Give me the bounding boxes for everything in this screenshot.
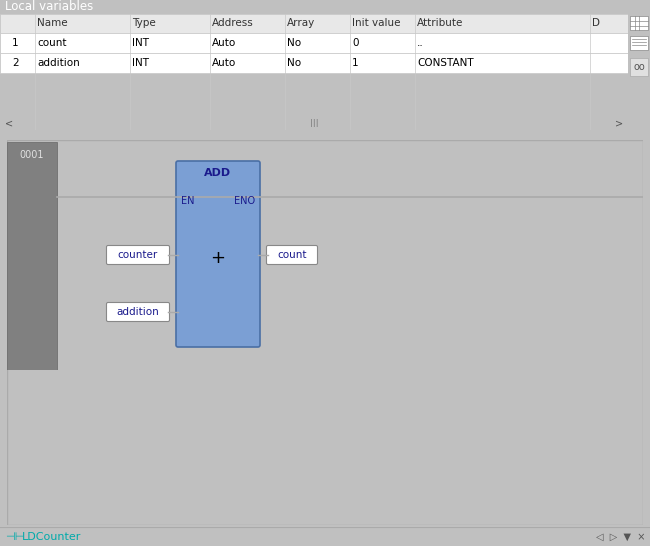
FancyBboxPatch shape [176, 161, 260, 347]
Bar [630, 16, 648, 30]
Text: ◁  ▷  ▼  ×: ◁ ▷ ▼ × [595, 531, 645, 542]
Text: III: III [309, 119, 318, 129]
Text: Attribute: Attribute [417, 19, 463, 28]
Text: oo: oo [633, 62, 645, 72]
FancyBboxPatch shape [107, 302, 170, 322]
Text: D: D [592, 19, 600, 28]
Text: Local variables: Local variables [5, 1, 93, 14]
Text: 0: 0 [352, 38, 359, 48]
Bar [7, 142, 57, 370]
Text: Type: Type [132, 19, 156, 28]
Text: ..: .. [417, 38, 424, 48]
Text: 1: 1 [12, 38, 19, 48]
Text: ADD: ADD [205, 168, 231, 178]
Bar [0, 33, 628, 53]
Text: Name: Name [37, 19, 68, 28]
Text: No: No [287, 38, 301, 48]
Text: Init value: Init value [352, 19, 400, 28]
Text: 1: 1 [352, 58, 359, 68]
Text: No: No [287, 58, 301, 68]
Text: INT: INT [132, 58, 149, 68]
Text: ⊣⊢: ⊣⊢ [5, 531, 25, 542]
Text: addition: addition [116, 307, 159, 317]
Bar [630, 58, 648, 76]
Bar [630, 36, 648, 50]
Bar [0, 14, 628, 33]
Text: INT: INT [132, 38, 149, 48]
Text: addition: addition [37, 58, 80, 68]
FancyBboxPatch shape [266, 246, 317, 264]
Text: LDCounter: LDCounter [22, 531, 81, 542]
Bar [0, 53, 628, 73]
Text: count: count [278, 250, 307, 260]
FancyBboxPatch shape [107, 246, 170, 264]
Text: 0001: 0001 [20, 150, 44, 160]
Text: >: > [615, 119, 623, 129]
Text: ENO: ENO [234, 196, 255, 206]
Text: <: < [5, 119, 13, 129]
Text: EN: EN [181, 196, 194, 206]
Text: Array: Array [287, 19, 315, 28]
Text: Auto: Auto [212, 38, 236, 48]
Text: CONSTANT: CONSTANT [417, 58, 474, 68]
Text: Auto: Auto [212, 58, 236, 68]
Text: count: count [37, 38, 66, 48]
Text: counter: counter [118, 250, 158, 260]
Text: 2: 2 [12, 58, 19, 68]
Text: +: + [211, 248, 226, 266]
Text: Address: Address [212, 19, 254, 28]
